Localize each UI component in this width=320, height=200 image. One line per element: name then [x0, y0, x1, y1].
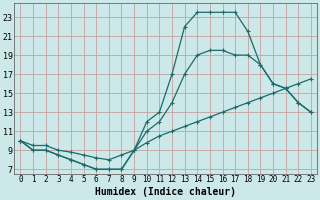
X-axis label: Humidex (Indice chaleur): Humidex (Indice chaleur)	[95, 187, 236, 197]
